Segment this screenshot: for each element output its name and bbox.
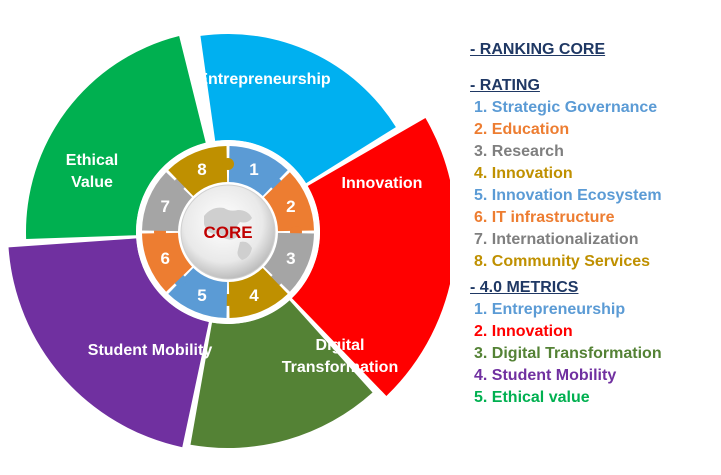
rating-item-3: 3. Research	[474, 143, 564, 160]
rating-heading: - RATING	[470, 77, 540, 94]
rating-item-6: 6. IT infrastructure	[474, 209, 615, 226]
segment-student-mobility	[8, 238, 209, 448]
ring-piece-8	[168, 146, 228, 197]
ring-number-6: 6	[160, 249, 169, 268]
ring-number-3: 3	[286, 249, 295, 268]
ring-number-2: 2	[286, 197, 295, 216]
ring-number-5: 5	[197, 286, 206, 305]
segment-innovation	[291, 118, 450, 397]
segment-digital-transformation	[190, 300, 373, 448]
rating-item-5: 5. Innovation Ecosystem	[474, 187, 662, 204]
metrics-item-1: 1. Entrepreneurship	[474, 301, 626, 318]
metrics-item-2: 2. Innovation	[474, 323, 573, 340]
puzzle-knob	[222, 158, 234, 170]
segment-entrepreneurship	[200, 34, 396, 184]
segment-label-innovation: Innovation	[342, 175, 423, 192]
metrics-item-4: 4. Student Mobility	[474, 367, 617, 384]
segment-label-student-mobility: Student Mobility	[88, 342, 213, 359]
ranking-core-heading: - RANKING CORE	[470, 41, 606, 58]
metrics-item-3: 3. Digital Transformation	[474, 345, 662, 362]
core-label: CORE	[203, 223, 252, 242]
metrics-list: 1. Entrepreneurship 2. Innovation 3. Digit…	[470, 299, 721, 409]
segment-label-digital-transformation: Digital	[316, 337, 365, 354]
ring-piece-4	[228, 267, 288, 318]
segment-label-entrepreneurship: Entrepreneurship	[197, 71, 331, 88]
segment-ethical-value	[26, 36, 206, 240]
ring-number-7: 7	[160, 197, 169, 216]
rating-item-4: 4. Innovation	[474, 165, 573, 182]
globe-continent-shape	[204, 207, 252, 260]
rating-item-2: 2. Education	[474, 121, 570, 138]
metrics-item-5: 5. Ethical value	[474, 389, 590, 406]
rating-item-1: 1. Strategic Governance	[474, 99, 658, 116]
segment-label-ethical-value: Value	[71, 174, 113, 191]
rating-item-8: 8. Community Services	[474, 253, 651, 270]
metrics-heading: - 4.0 METRICS	[470, 279, 579, 296]
rating-list: 1. Strategic Governance 2. Education 3. Re…	[470, 97, 721, 273]
legend-panel: - RANKING CORE - RATING 1. Strategic Gov…	[470, 40, 721, 409]
rating-item-7: 7. Internationalization	[474, 231, 639, 248]
segment-label-digital-transformation: Transformation	[282, 359, 398, 376]
core-wheel-diagram: Entrepreneurship Innovation Digital Transfo…	[8, 34, 450, 448]
ring-number-8: 8	[197, 160, 206, 179]
ring-number-4: 4	[249, 286, 259, 305]
ring-number-1: 1	[249, 160, 258, 179]
segment-label-ethical-value: Ethical	[66, 152, 118, 169]
ring-piece-2	[263, 172, 314, 232]
ring-piece-6	[142, 232, 193, 292]
